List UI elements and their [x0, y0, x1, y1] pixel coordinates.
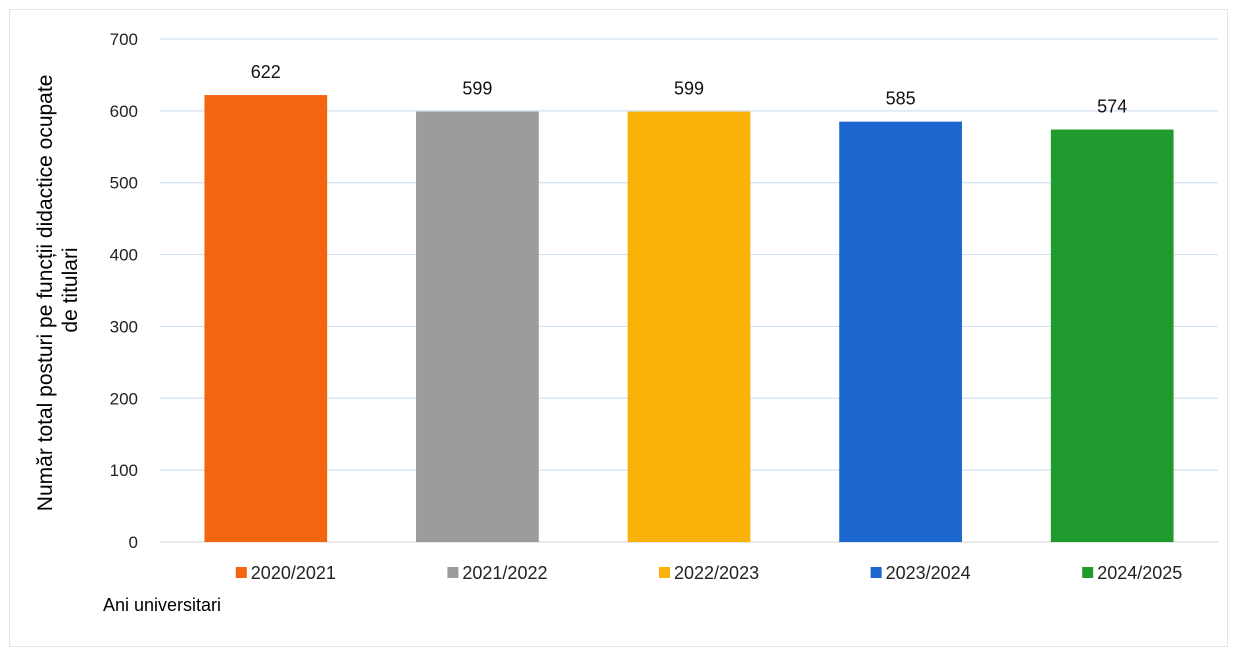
legend-label: 2021/2022 [462, 563, 547, 583]
y-tick-label: 400 [110, 246, 138, 265]
bar-2020-2021 [204, 95, 328, 542]
legend-swatch [235, 567, 247, 578]
legend-swatch [447, 567, 459, 578]
y-tick-label: 700 [110, 30, 138, 49]
data-label: 574 [1097, 97, 1127, 117]
legend-item: 2022/2023 [659, 563, 759, 583]
y-axis-ticks: 0 100 200 300 400 500 600 700 [110, 30, 138, 552]
legend-swatch [1082, 567, 1094, 578]
bar-2022-2023 [627, 111, 751, 542]
bar-2024-2025 [1050, 129, 1174, 543]
y-tick-label: 100 [110, 461, 138, 480]
data-label: 622 [251, 62, 281, 82]
y-axis-title-line-1: Număr total posturi pe funcții didactice… [34, 75, 57, 512]
data-label: 599 [462, 79, 492, 99]
y-tick-label: 0 [129, 533, 138, 552]
legend: 2020/2021 2021/2022 2022/2023 2023/2024 2024… [235, 563, 1182, 583]
y-tick-label: 300 [110, 317, 138, 336]
legend-item: 2020/2021 [235, 563, 336, 583]
y-tick-label: 500 [110, 174, 138, 193]
legend-swatch [870, 567, 882, 578]
legend-label: 2022/2023 [674, 563, 759, 583]
y-axis-title: Număr total posturi pe funcții didactice… [34, 69, 82, 511]
y-tick-label: 200 [110, 389, 138, 408]
data-label: 585 [886, 89, 916, 109]
y-tick-label: 600 [110, 102, 138, 121]
legend-item: 2021/2022 [447, 563, 547, 583]
legend-item: 2024/2025 [1082, 563, 1182, 583]
legend-label: 2020/2021 [251, 563, 336, 583]
legend-label: 2023/2024 [886, 563, 971, 583]
bar-2023-2024 [839, 121, 962, 542]
legend-label: 2024/2025 [1097, 563, 1182, 583]
bars [204, 95, 1174, 543]
x-axis-title: Ani universitari [103, 595, 221, 615]
data-label: 599 [674, 79, 704, 99]
bar-2021-2022 [416, 111, 539, 542]
legend-item: 2023/2024 [870, 563, 971, 583]
legend-swatch [659, 567, 670, 578]
data-labels: 622 599 599 585 574 [251, 62, 1127, 116]
y-axis-title-line-2: de titulari [59, 247, 82, 332]
